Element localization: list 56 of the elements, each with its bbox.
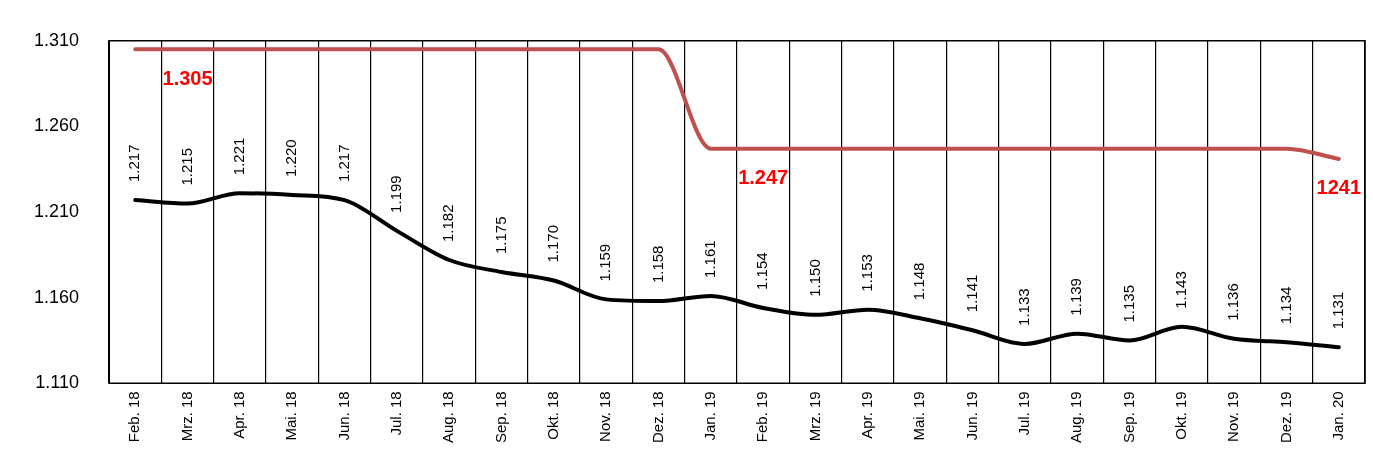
y-tick-label: 1.160 (34, 286, 80, 307)
data-label: 1.153 (857, 254, 875, 292)
x-tick-label: Apr. 18 (230, 391, 248, 439)
x-tick-label: Dez. 19 (1276, 391, 1294, 443)
x-tick-label: Sep. 19 (1119, 391, 1137, 444)
x-tick-label: Nov. 19 (1224, 391, 1242, 442)
data-label: 1.141 (962, 274, 980, 313)
x-tick-label: Apr. 19 (857, 391, 875, 439)
x-tick-label: Sep. 18 (491, 391, 509, 444)
x-tick-label: Jul. 18 (387, 391, 405, 436)
x-tick-label: Mai. 19 (910, 391, 928, 441)
y-tick-label: 1.210 (34, 201, 80, 222)
data-label: 1.221 (230, 137, 248, 176)
data-label: 1.133 (1014, 288, 1032, 326)
data-label: 1.170 (544, 225, 561, 263)
data-label: 1.139 (1067, 278, 1085, 316)
x-tick-label: Jan. 19 (701, 391, 718, 441)
x-tick-label: Okt. 19 (1171, 391, 1189, 440)
x-tick-label: Mai. 18 (282, 391, 300, 441)
data-label: 1.148 (910, 262, 928, 301)
data-label: 1.182 (439, 204, 457, 242)
x-tick-label: Mrz. 19 (805, 391, 823, 442)
x-tick-label: Jun. 18 (334, 391, 352, 441)
x-tick-label: Aug. 19 (1067, 391, 1085, 444)
data-label: 1.135 (1119, 284, 1137, 323)
data-label: 1.215 (177, 147, 195, 186)
x-tick-label: Mrz. 18 (177, 391, 195, 442)
x-tick-label: Jan. 20 (1328, 391, 1346, 441)
x-tick-label: Jun. 19 (962, 391, 980, 441)
y-tick-label: 1.310 (34, 29, 80, 50)
y-tick-label: 1.260 (34, 115, 80, 136)
data-label: 1.159 (596, 243, 614, 282)
data-label: 1.161 (701, 240, 718, 278)
data-label: 1.154 (753, 252, 771, 290)
annotation: 1.305 (162, 66, 213, 89)
data-label: 1.217 (125, 144, 143, 183)
data-label: 1.217 (334, 144, 352, 183)
x-tick-label: Nov. 18 (596, 391, 614, 442)
data-label: 1.199 (387, 175, 405, 213)
x-tick-label: Okt. 18 (544, 391, 561, 440)
data-label: 1.220 (282, 139, 300, 177)
y-tick-label: 1.110 (35, 372, 80, 393)
data-label: 1.143 (1171, 271, 1189, 309)
data-label: 1.158 (648, 245, 666, 284)
x-tick-label: Feb. 19 (753, 391, 771, 443)
annotation: 1.247 (738, 166, 789, 189)
data-label: 1.134 (1276, 286, 1294, 325)
x-tick-label: Aug. 18 (439, 391, 457, 444)
x-tick-label: Dez. 18 (648, 391, 666, 443)
x-tick-label: Jul. 19 (1014, 391, 1032, 436)
data-label: 1.136 (1224, 283, 1242, 321)
data-label: 1.150 (805, 259, 823, 297)
annotation: 1241 (1316, 176, 1362, 199)
data-label: 1.175 (491, 216, 509, 254)
data-label: 1.131 (1328, 291, 1346, 330)
x-tick-label: Feb. 18 (125, 391, 143, 443)
